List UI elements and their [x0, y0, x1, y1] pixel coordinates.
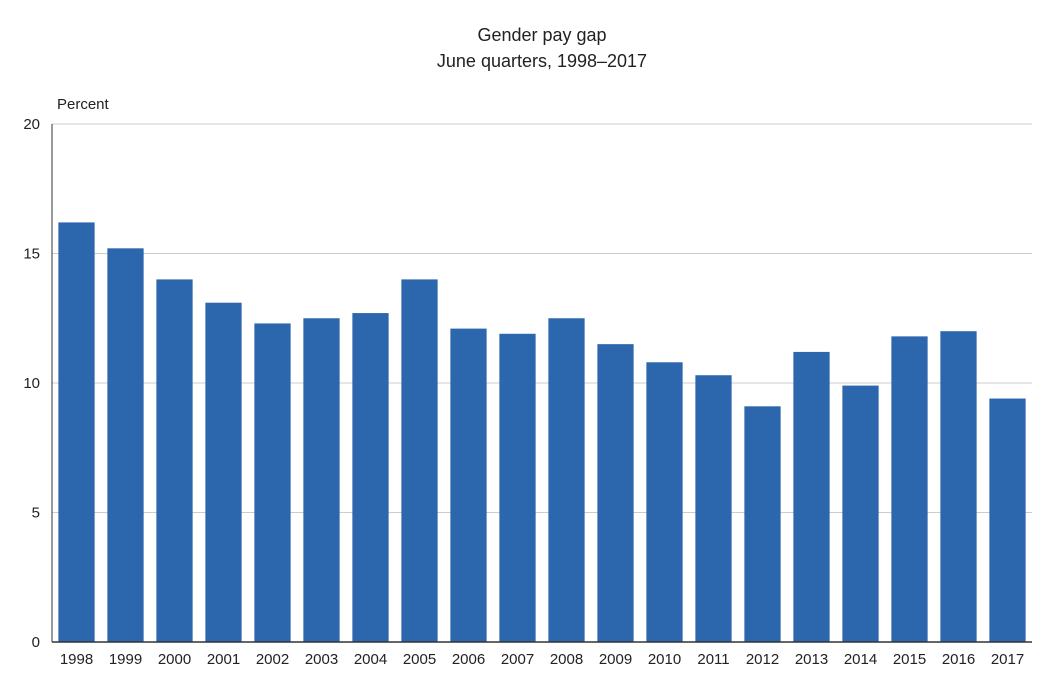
x-tick-label: 2016 [942, 651, 975, 668]
x-tick-label: 2011 [697, 651, 729, 668]
y-axis-unit-label: Percent [57, 96, 110, 113]
bar-2017 [989, 398, 1026, 642]
x-tick-label: 2009 [599, 651, 632, 668]
x-tick-labels: 1998 1999 2000 2001 2002 2003 2004 2005 2006 2007… [60, 651, 1024, 668]
bar-2015 [891, 336, 928, 642]
x-tick-label: 2015 [893, 651, 926, 668]
bar-2001 [205, 302, 242, 642]
bar-2016 [940, 331, 977, 642]
chart-subtitle: June quarters, 1998–2017 [437, 51, 647, 71]
x-tick-label: 2014 [844, 651, 877, 668]
bar-2002 [254, 323, 291, 642]
x-tick-label: 2006 [452, 651, 485, 668]
y-tick-label: 5 [32, 505, 40, 522]
bar-2007 [499, 333, 536, 642]
x-tick-label: 2003 [305, 651, 338, 668]
x-tick-label: 2001 [207, 651, 240, 668]
bar-2011 [695, 375, 732, 642]
y-tick-label: 10 [23, 375, 40, 392]
x-tick-label: 2002 [256, 651, 289, 668]
bar-2003 [303, 318, 340, 642]
x-tick-label: 2007 [501, 651, 534, 668]
x-tick-label: 2000 [158, 651, 191, 668]
x-tick-label: 2008 [550, 651, 583, 668]
bar-2008 [548, 318, 585, 642]
x-tick-label: 2005 [403, 651, 436, 668]
x-tick-label: 2017 [991, 651, 1024, 668]
bar-2009 [597, 344, 634, 642]
bar-2004 [352, 313, 389, 642]
bar-2014 [842, 385, 879, 642]
bar-2006 [450, 328, 487, 642]
bars [58, 222, 1026, 643]
y-tick-label: 20 [23, 116, 40, 133]
bar-1999 [107, 248, 144, 642]
axes [51, 124, 1032, 643]
bar-2012 [744, 406, 781, 642]
y-tick-label: 15 [23, 246, 40, 263]
bar-2010 [646, 362, 683, 642]
bar-2013 [793, 351, 830, 642]
bar-2005 [401, 279, 438, 642]
x-tick-label: 2013 [795, 651, 828, 668]
x-tick-label: 2004 [354, 651, 387, 668]
x-tick-label: 2012 [746, 651, 779, 668]
x-tick-label: 1999 [109, 651, 142, 668]
bar-2000 [156, 279, 193, 642]
x-tick-label: 1998 [60, 651, 93, 668]
gridlines [52, 123, 1032, 513]
bar-1998 [58, 222, 95, 643]
x-tick-label: 2010 [648, 651, 681, 668]
y-tick-label: 0 [32, 634, 40, 651]
chart-title: Gender pay gap [477, 25, 606, 45]
y-tick-labels: 0 5 10 15 20 [23, 116, 40, 651]
